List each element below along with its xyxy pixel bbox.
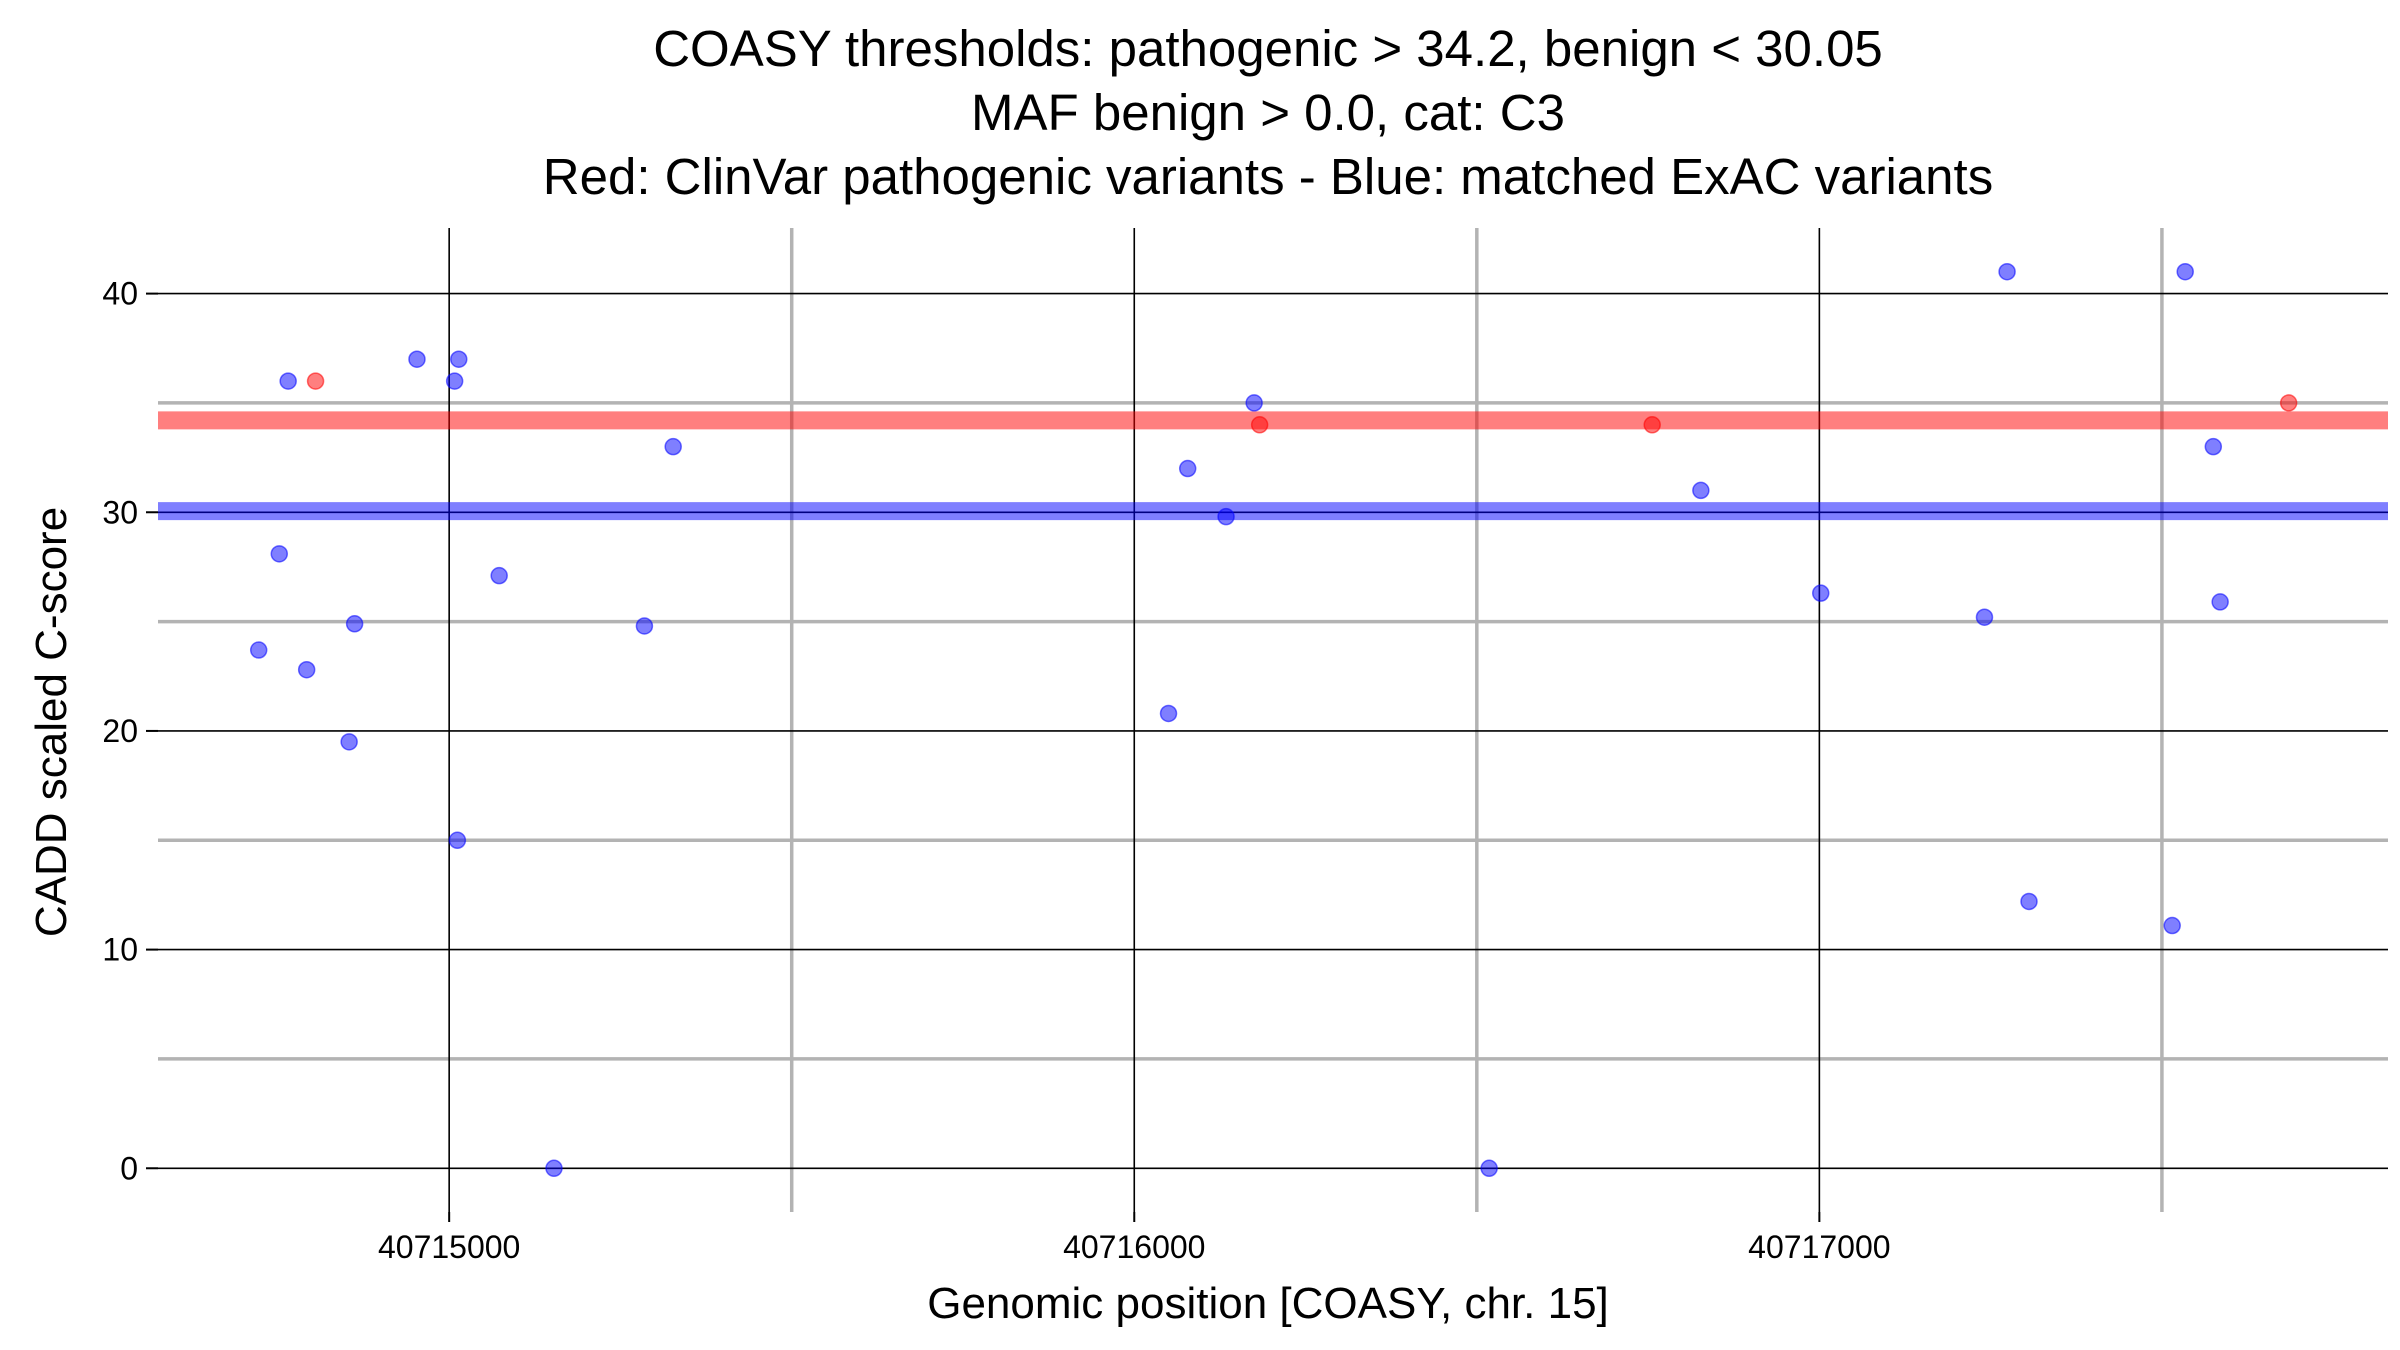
exac-matched-point: [490, 566, 508, 585]
y-axis-label: CADD scaled C-score: [27, 507, 76, 937]
exac-matched-point: [345, 615, 364, 633]
clinvar-pathogenic-point: [2279, 394, 2298, 412]
minor-grid: [158, 228, 2388, 1212]
chart-title-line-3: Red: ClinVar pathogenic variants - Blue:…: [543, 148, 1993, 205]
exac-matched-point: [635, 617, 654, 635]
y-tick-label: 10: [102, 932, 138, 968]
y-tick-label: 30: [102, 494, 138, 530]
chart-title-line-1: COASY thresholds: pathogenic > 34.2, ben…: [653, 20, 1883, 77]
exac-matched-point: [408, 350, 426, 368]
x-axis-label: Genomic position [COASY, chr. 15]: [927, 1279, 1609, 1328]
y-tick-label: 0: [120, 1150, 138, 1186]
data-points: [249, 262, 2298, 1178]
clinvar-pathogenic-point: [1643, 416, 1661, 434]
exac-matched-point: [2163, 916, 2181, 935]
exac-matched-point: [2020, 892, 2038, 911]
exac-matched-point: [445, 372, 464, 390]
exac-matched-point: [1217, 507, 1235, 526]
y-tick-label: 40: [102, 276, 138, 312]
exac-matched-point: [2204, 437, 2223, 456]
exac-matched-point: [279, 372, 297, 390]
exac-matched-point: [448, 831, 467, 850]
exac-matched-point: [1975, 608, 1994, 626]
x-axis-ticks: 40715000 40716000 40717000: [378, 1212, 1891, 1265]
exac-matched-point: [545, 1159, 563, 1178]
y-tick-label: 20: [102, 713, 138, 749]
chart-title-line-2: MAF benign > 0.0, cat: C3: [971, 84, 1565, 141]
exac-matched-point: [1480, 1159, 1498, 1178]
exac-matched-point: [1811, 584, 1830, 602]
threshold-lines: [158, 411, 2388, 521]
clinvar-pathogenic-point: [1250, 416, 1269, 434]
x-tick-label: 40717000: [1748, 1229, 1890, 1265]
x-tick-label: 40716000: [1063, 1229, 1205, 1265]
exac-matched-point: [450, 350, 468, 368]
y-axis-ticks: 0 10 20 30 40: [102, 276, 158, 1186]
x-tick-label: 40715000: [378, 1229, 520, 1265]
exac-matched-point: [270, 545, 289, 563]
major-grid: [158, 228, 2388, 1212]
exac-matched-point: [1178, 459, 1197, 478]
exac-matched-point: [2176, 262, 2194, 281]
exac-matched-point: [2211, 593, 2229, 611]
exac-matched-point: [1998, 262, 2016, 281]
exac-matched-point: [340, 733, 358, 751]
chart-title: COASY thresholds: pathogenic > 34.2, ben…: [543, 20, 1993, 205]
exac-matched-point: [249, 641, 268, 659]
exac-matched-point: [1245, 394, 1263, 412]
exac-matched-point: [1692, 481, 1710, 500]
exac-matched-point: [297, 660, 316, 679]
exac-matched-point: [1159, 704, 1178, 723]
clinvar-pathogenic-point: [306, 372, 325, 390]
exac-matched-point: [664, 437, 682, 456]
